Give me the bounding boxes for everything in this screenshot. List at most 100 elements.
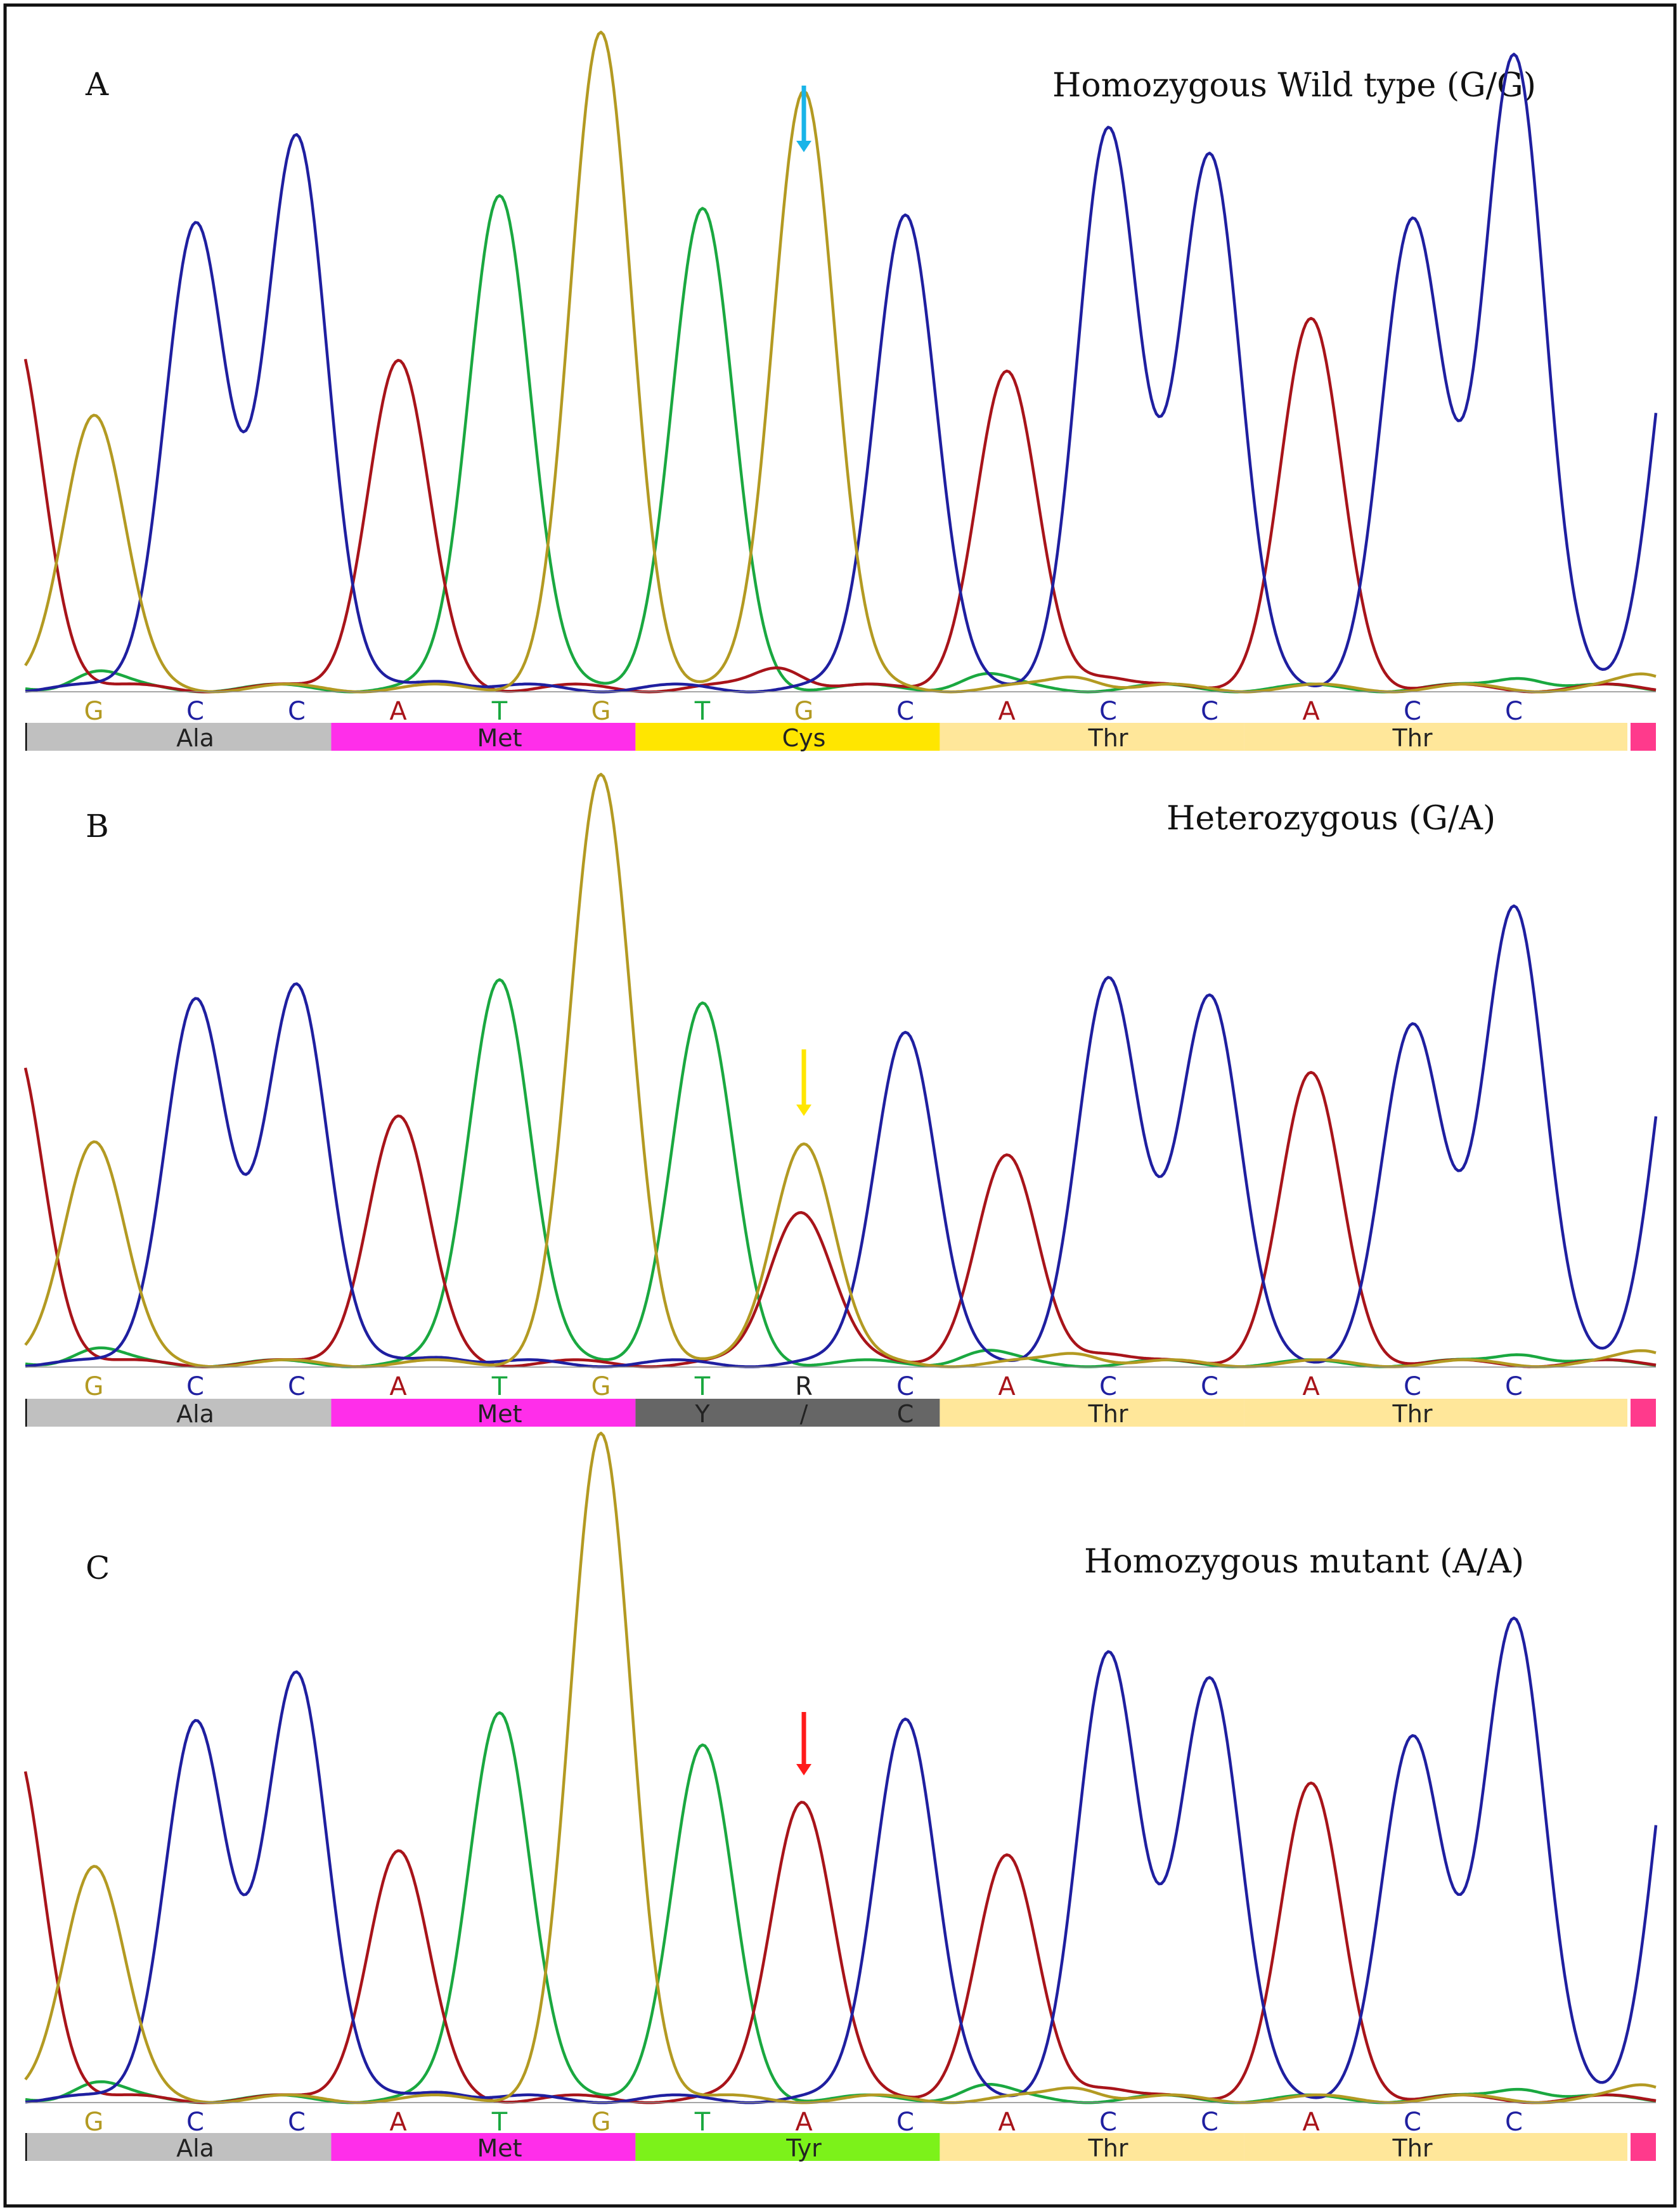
panel-c-label: C (86, 1550, 110, 1586)
base-call: T (491, 2108, 508, 2137)
base-call: C (288, 697, 306, 726)
codon-block (27, 2133, 332, 2161)
base-call: C (896, 2108, 914, 2137)
codon-label: Cys (782, 724, 826, 752)
base-call: T (694, 697, 711, 726)
codon-block (27, 723, 332, 751)
codon-label: Thr (1088, 1400, 1128, 1428)
base-call: G (591, 1372, 611, 1401)
codon-label: / (800, 1400, 808, 1428)
panel-b-title: Heterozygous (G/A) (1166, 800, 1496, 838)
codon-label: Thr (1392, 724, 1433, 752)
base-call: C (1505, 2108, 1523, 2137)
base-call: A (795, 2108, 813, 2137)
panel-c-title: Homozygous mutant (A/A) (1084, 1543, 1524, 1581)
panel-a-codon-bar: Ala Met Cys Thr Thr (25, 723, 1656, 752)
panel-a: A Homozygous Wild type (G/G) G C C A T G T G C A C… (23, 30, 1658, 752)
codon-block (1244, 723, 1627, 751)
trace-C (25, 53, 1658, 694)
codon-block (1244, 1399, 1627, 1427)
panel-a-label: A (85, 66, 109, 103)
base-call: C (1505, 697, 1523, 726)
arrow-head (796, 141, 811, 152)
base-call: C (896, 697, 914, 726)
base-call: A (998, 2108, 1016, 2137)
base-call: C (186, 1372, 204, 1401)
base-call: G (84, 697, 104, 726)
base-call: C (288, 2108, 306, 2137)
panel-c-arrow (796, 1712, 811, 1775)
base-call: C (1099, 2108, 1117, 2137)
panel-c-codon-bar: Ala Met Tyr Thr Thr (25, 2133, 1656, 2162)
base-call: C (1099, 1372, 1117, 1401)
panel-c: C Homozygous mutant (A/A) G C C A T G T A C A C C A C… (23, 1431, 1658, 2162)
figure-border (3, 3, 1677, 2208)
codon-block (1244, 2133, 1627, 2161)
base-call: A (998, 1372, 1016, 1401)
base-call: G (84, 1372, 104, 1401)
codon-block (635, 723, 940, 751)
codon-block (940, 723, 1244, 751)
codon-block (635, 2133, 940, 2161)
base-call: A (1302, 1372, 1320, 1401)
base-call: C (186, 2108, 204, 2137)
codon-label: C (897, 1400, 914, 1428)
codon-label: Met (477, 724, 522, 752)
base-call: C (1099, 697, 1117, 726)
codon-label: Ala (176, 1400, 214, 1428)
base-call: R (795, 1372, 813, 1401)
codon-block (940, 2133, 1244, 2161)
base-call: G (794, 697, 814, 726)
base-call: G (591, 697, 611, 726)
codon-bar-end (1631, 2133, 1656, 2161)
codon-label: Met (477, 1400, 522, 1428)
base-call: C (288, 1372, 306, 1401)
base-call: C (1505, 1372, 1523, 1401)
base-call: C (1201, 697, 1218, 726)
trace-G (24, 772, 1657, 1368)
codon-bar-end (1631, 1399, 1656, 1427)
codon-label: Thr (1392, 1400, 1433, 1428)
panel-b-arrow (796, 1049, 811, 1116)
codon-label: Ala (176, 2134, 214, 2162)
base-call: A (389, 697, 407, 726)
trace-C (25, 904, 1658, 1368)
base-call: A (1302, 2108, 1320, 2137)
codon-block (331, 1399, 636, 1427)
base-call: T (694, 1372, 711, 1401)
base-call: T (694, 2108, 711, 2137)
arrow-head (796, 1764, 811, 1775)
codon-label: Ala (176, 724, 214, 752)
codon-block (635, 1399, 940, 1427)
panel-b-label: B (86, 808, 109, 845)
trace-C (25, 1616, 1658, 2104)
arrow-head (796, 1105, 811, 1116)
panel-a-title: Homozygous Wild type (G/G) (1052, 67, 1536, 105)
base-call: C (1404, 1372, 1421, 1401)
base-call: C (896, 1372, 914, 1401)
panel-a-arrow (796, 86, 811, 152)
codon-bar-end (1631, 723, 1656, 751)
base-call: T (491, 1372, 508, 1401)
codon-label: Thr (1088, 2134, 1128, 2162)
base-call: A (389, 1372, 407, 1401)
base-call: T (491, 697, 508, 726)
codon-label: Tyr (785, 2134, 822, 2162)
base-call: G (84, 2108, 104, 2137)
base-call: A (389, 2108, 407, 2137)
codon-label: Met (477, 2134, 522, 2162)
codon-label: Thr (1088, 724, 1128, 752)
base-call: C (1201, 1372, 1218, 1401)
base-call: C (186, 697, 204, 726)
panel-b-traces (23, 772, 1658, 1368)
codon-block (940, 1399, 1244, 1427)
base-call: A (1302, 697, 1320, 726)
codon-block (331, 723, 636, 751)
codon-block (27, 1399, 332, 1427)
base-call: C (1201, 2108, 1218, 2137)
